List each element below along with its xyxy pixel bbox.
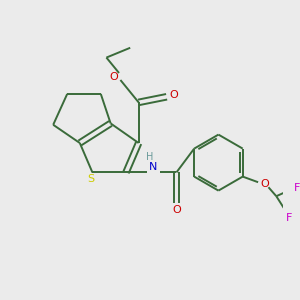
Text: H: H xyxy=(146,152,154,162)
Text: O: O xyxy=(109,72,118,82)
Text: O: O xyxy=(172,205,181,215)
Text: S: S xyxy=(87,174,94,184)
Text: F: F xyxy=(294,183,300,193)
Text: F: F xyxy=(286,213,292,223)
Text: O: O xyxy=(169,90,178,100)
Text: N: N xyxy=(149,162,158,172)
Text: O: O xyxy=(260,179,268,190)
